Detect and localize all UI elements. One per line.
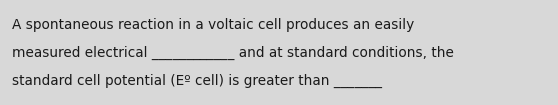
- Text: A spontaneous reaction in a voltaic cell produces an easily: A spontaneous reaction in a voltaic cell…: [12, 18, 414, 32]
- Text: measured electrical ____________ and at standard conditions, the: measured electrical ____________ and at …: [12, 46, 454, 60]
- Text: standard cell potential (Eº cell) is greater than _______: standard cell potential (Eº cell) is gre…: [12, 74, 382, 88]
